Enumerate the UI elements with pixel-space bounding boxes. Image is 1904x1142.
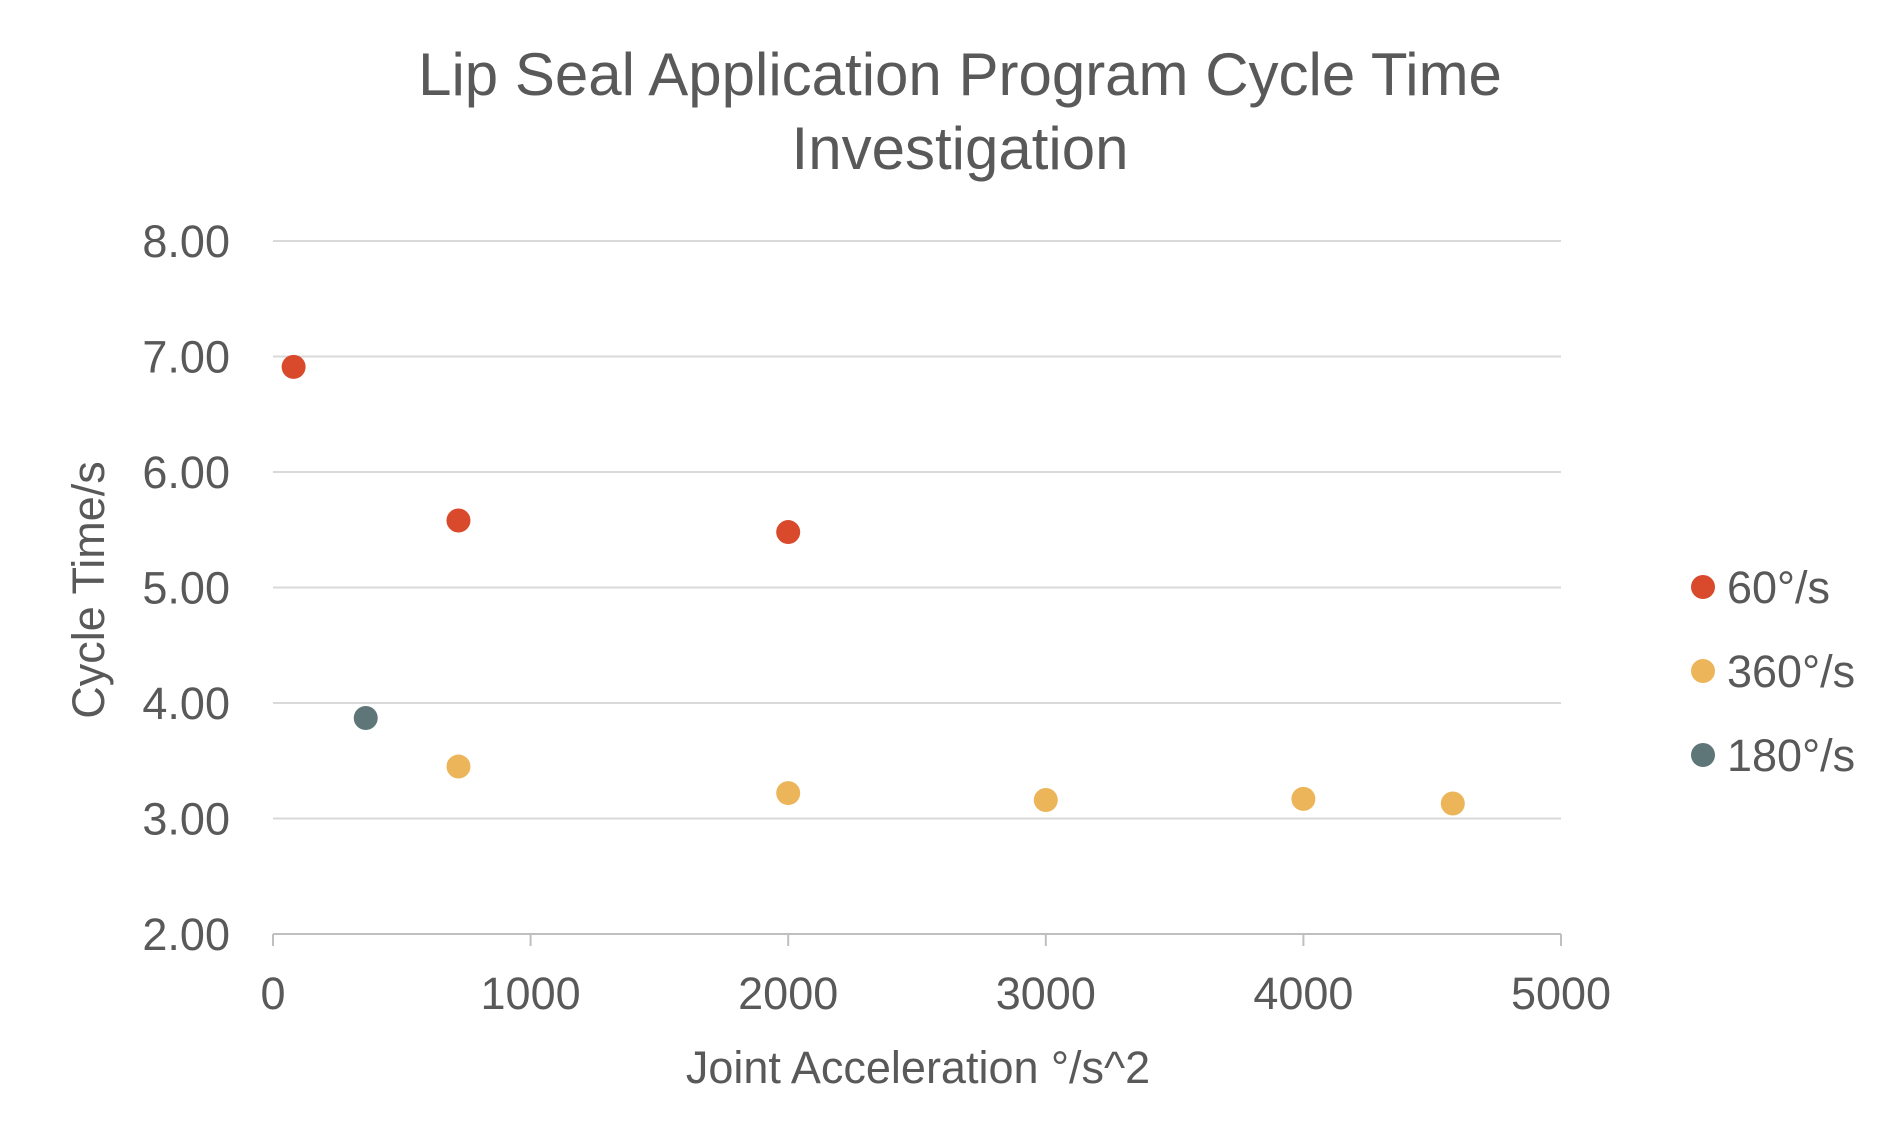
legend-label: 180°/s [1727, 730, 1855, 781]
x-tick-label: 2000 [738, 968, 838, 1019]
series-2 [353, 706, 378, 731]
data-point [446, 508, 471, 533]
x-axis-tick-labels: 0 1000 2000 3000 4000 5000 [260, 968, 1611, 1019]
y-tick-label: 2.00 [142, 909, 230, 960]
y-tick-label: 4.00 [142, 678, 230, 729]
y-tick-label: 5.00 [142, 563, 230, 614]
y-tick-label: 8.00 [142, 216, 230, 267]
data-point [776, 781, 801, 806]
legend-label: 360°/s [1727, 646, 1855, 697]
x-axis-ticks [272, 934, 1562, 946]
data-point [281, 354, 306, 379]
data-point [1440, 791, 1465, 816]
x-tick-label: 3000 [996, 968, 1096, 1019]
x-tick-label: 5000 [1511, 968, 1611, 1019]
y-axis-title: Cycle Time/s [63, 461, 114, 719]
series-0 [281, 354, 801, 545]
x-tick-label: 0 [260, 968, 285, 1019]
chart-title-line-1: Lip Seal Application Program Cycle Time [418, 41, 1502, 108]
data-point [446, 754, 471, 779]
legend-marker [1691, 743, 1715, 767]
legend-marker [1691, 575, 1715, 599]
y-axis-tick-labels: 2.00 3.00 4.00 5.00 6.00 7.00 8.00 [142, 216, 230, 960]
data-point [1033, 788, 1058, 813]
chart-title-line-2: Investigation [792, 115, 1129, 182]
legend: 60°/s 360°/s 180°/s [1691, 562, 1855, 781]
x-axis-title: Joint Acceleration °/s^2 [686, 1042, 1150, 1093]
data-point [776, 520, 801, 545]
gridlines [273, 240, 1561, 935]
x-tick-label: 1000 [481, 968, 581, 1019]
series-1 [446, 754, 1465, 816]
legend-label: 60°/s [1727, 562, 1830, 613]
y-tick-label: 3.00 [142, 794, 230, 845]
data-point [353, 706, 378, 731]
y-tick-label: 7.00 [142, 332, 230, 383]
data-point [1291, 786, 1316, 811]
y-tick-label: 6.00 [142, 447, 230, 498]
legend-marker [1691, 659, 1715, 683]
data-points [281, 354, 1465, 816]
x-tick-label: 4000 [1253, 968, 1353, 1019]
